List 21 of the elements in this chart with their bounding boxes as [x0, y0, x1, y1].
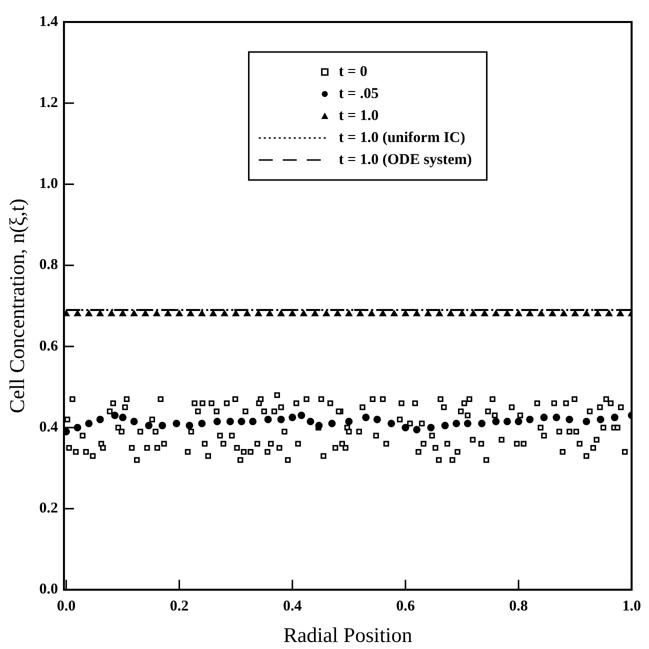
- x-tick-label: 0.0: [56, 598, 76, 615]
- legend-label: t = 1.0: [338, 108, 379, 124]
- y-tick-label: 0.2: [39, 500, 58, 517]
- legend-label: t = 0: [338, 64, 368, 80]
- y-tick-label: 0.6: [39, 338, 58, 354]
- y-tick-label: 0.0: [39, 582, 58, 598]
- y-axis-title: Cell Concentration, n(ξ,t): [5, 198, 30, 414]
- x-tick-label: 1.0: [622, 598, 641, 615]
- y-tick-label: 1.4: [39, 14, 58, 30]
- x-tick-label: 0.8: [509, 598, 528, 615]
- legend-label: t = 1.0 (ODE system): [338, 152, 472, 168]
- y-tick-label: 1.0: [39, 176, 58, 192]
- x-axis-title: Radial Position: [283, 622, 413, 647]
- x-tick-label: 0.2: [170, 598, 189, 615]
- legend-label: t = 1.0 (uniform IC): [338, 130, 466, 146]
- y-tick-label: 0.4: [39, 419, 58, 436]
- x-tick-label: 0.4: [283, 598, 302, 615]
- legend-label: t = .05: [338, 86, 379, 102]
- x-tick-label: 0.6: [396, 598, 416, 615]
- y-tick-label: 0.8: [39, 257, 58, 274]
- y-tick-label: 1.2: [39, 94, 58, 111]
